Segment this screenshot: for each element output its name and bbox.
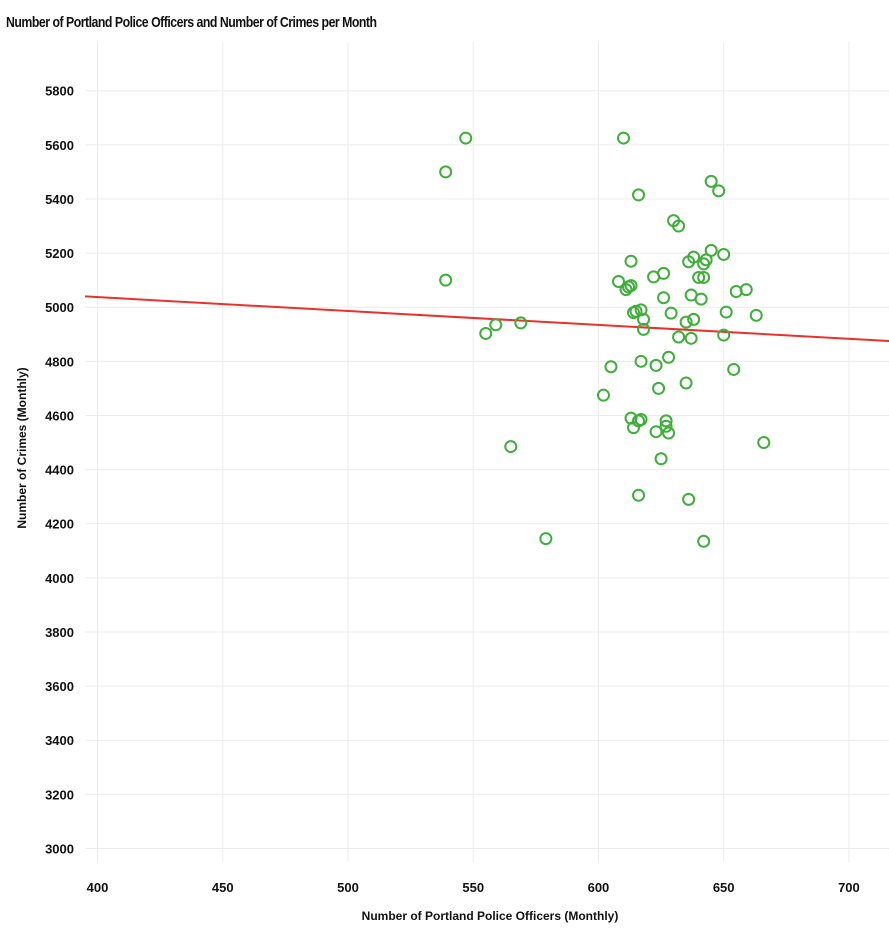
y-tick-label: 3400	[45, 733, 74, 748]
data-point	[687, 312, 701, 326]
data-point	[679, 315, 693, 329]
data-point	[632, 488, 646, 502]
data-point	[596, 388, 610, 402]
data-point	[729, 285, 743, 299]
data-point	[662, 426, 676, 440]
data-point	[682, 255, 696, 269]
x-axis-label: Number of Portland Police Officers (Mont…	[362, 909, 619, 923]
trend-line	[84, 295, 889, 343]
data-point	[624, 254, 638, 268]
x-tick-label: 650	[713, 880, 735, 895]
y-tick-label: 4600	[45, 408, 74, 423]
data-point	[697, 257, 711, 271]
trend-line-group	[84, 295, 889, 343]
x-tick-label: 550	[462, 880, 484, 895]
y-tick-label: 4000	[45, 571, 74, 586]
x-tick-label: 600	[588, 880, 610, 895]
data-point	[439, 273, 453, 287]
data-point	[694, 292, 708, 306]
data-point	[627, 306, 641, 320]
y-tick-label: 5200	[45, 246, 74, 261]
data-point	[617, 131, 631, 145]
data-point	[672, 330, 686, 344]
y-axis-ticks: 3000 3200 3400 3600 3800 4000 4200 4400 4600 4800…	[45, 84, 74, 857]
y-tick-label: 3800	[45, 625, 74, 640]
data-point	[704, 174, 718, 188]
y-tick-label: 3200	[45, 787, 74, 802]
data-point	[459, 131, 473, 145]
y-axis-label: Number of Crimes (Monthly)	[15, 367, 29, 528]
y-tick-label: 3000	[45, 841, 74, 856]
data-point	[539, 532, 553, 546]
data-point	[692, 270, 706, 284]
x-tick-label: 400	[87, 880, 109, 895]
data-point	[479, 326, 493, 340]
data-point	[717, 328, 731, 342]
y-tick-label: 5600	[45, 138, 74, 153]
data-point	[727, 362, 741, 376]
y-tick-label: 5400	[45, 192, 74, 207]
data-point	[659, 419, 673, 433]
data-point	[439, 165, 453, 179]
data-point	[652, 381, 666, 395]
data-point	[634, 354, 648, 368]
data-point	[657, 291, 671, 305]
data-point	[611, 275, 625, 289]
data-point	[489, 318, 503, 332]
data-point	[654, 452, 668, 466]
data-point	[679, 376, 693, 390]
y-tick-label: 4800	[45, 354, 74, 369]
data-point	[637, 322, 651, 336]
data-point	[514, 316, 528, 330]
data-point	[717, 247, 731, 261]
x-tick-label: 450	[212, 880, 234, 895]
data-point	[719, 305, 733, 319]
data-point	[649, 358, 663, 372]
data-point	[682, 492, 696, 506]
x-tick-label: 500	[337, 880, 359, 895]
data-point	[647, 270, 661, 284]
data-point	[749, 308, 763, 322]
data-point	[632, 188, 646, 202]
x-axis-ticks: 400 450 500 550 600 650 700	[87, 880, 860, 895]
data-point	[604, 360, 618, 374]
x-tick-label: 700	[838, 880, 860, 895]
data-point	[684, 331, 698, 345]
data-point	[664, 306, 678, 320]
data-point	[659, 414, 673, 428]
y-tick-label: 3600	[45, 679, 74, 694]
y-tick-label: 4200	[45, 517, 74, 532]
data-point	[697, 270, 711, 284]
data-point	[622, 280, 636, 294]
data-point	[672, 219, 686, 233]
data-point	[619, 283, 633, 297]
data-point	[757, 436, 771, 450]
data-point	[712, 184, 726, 198]
grid-lines	[85, 42, 889, 862]
data-point	[504, 440, 518, 454]
data-point	[662, 350, 676, 364]
y-tick-label: 5800	[45, 84, 74, 99]
data-point	[697, 534, 711, 548]
data-points	[439, 131, 771, 548]
y-tick-label: 5000	[45, 300, 74, 315]
data-point	[649, 425, 663, 439]
data-point	[627, 421, 641, 435]
chart-title: Number of Portland Police Officers and N…	[6, 14, 377, 31]
y-tick-label: 4400	[45, 463, 74, 478]
